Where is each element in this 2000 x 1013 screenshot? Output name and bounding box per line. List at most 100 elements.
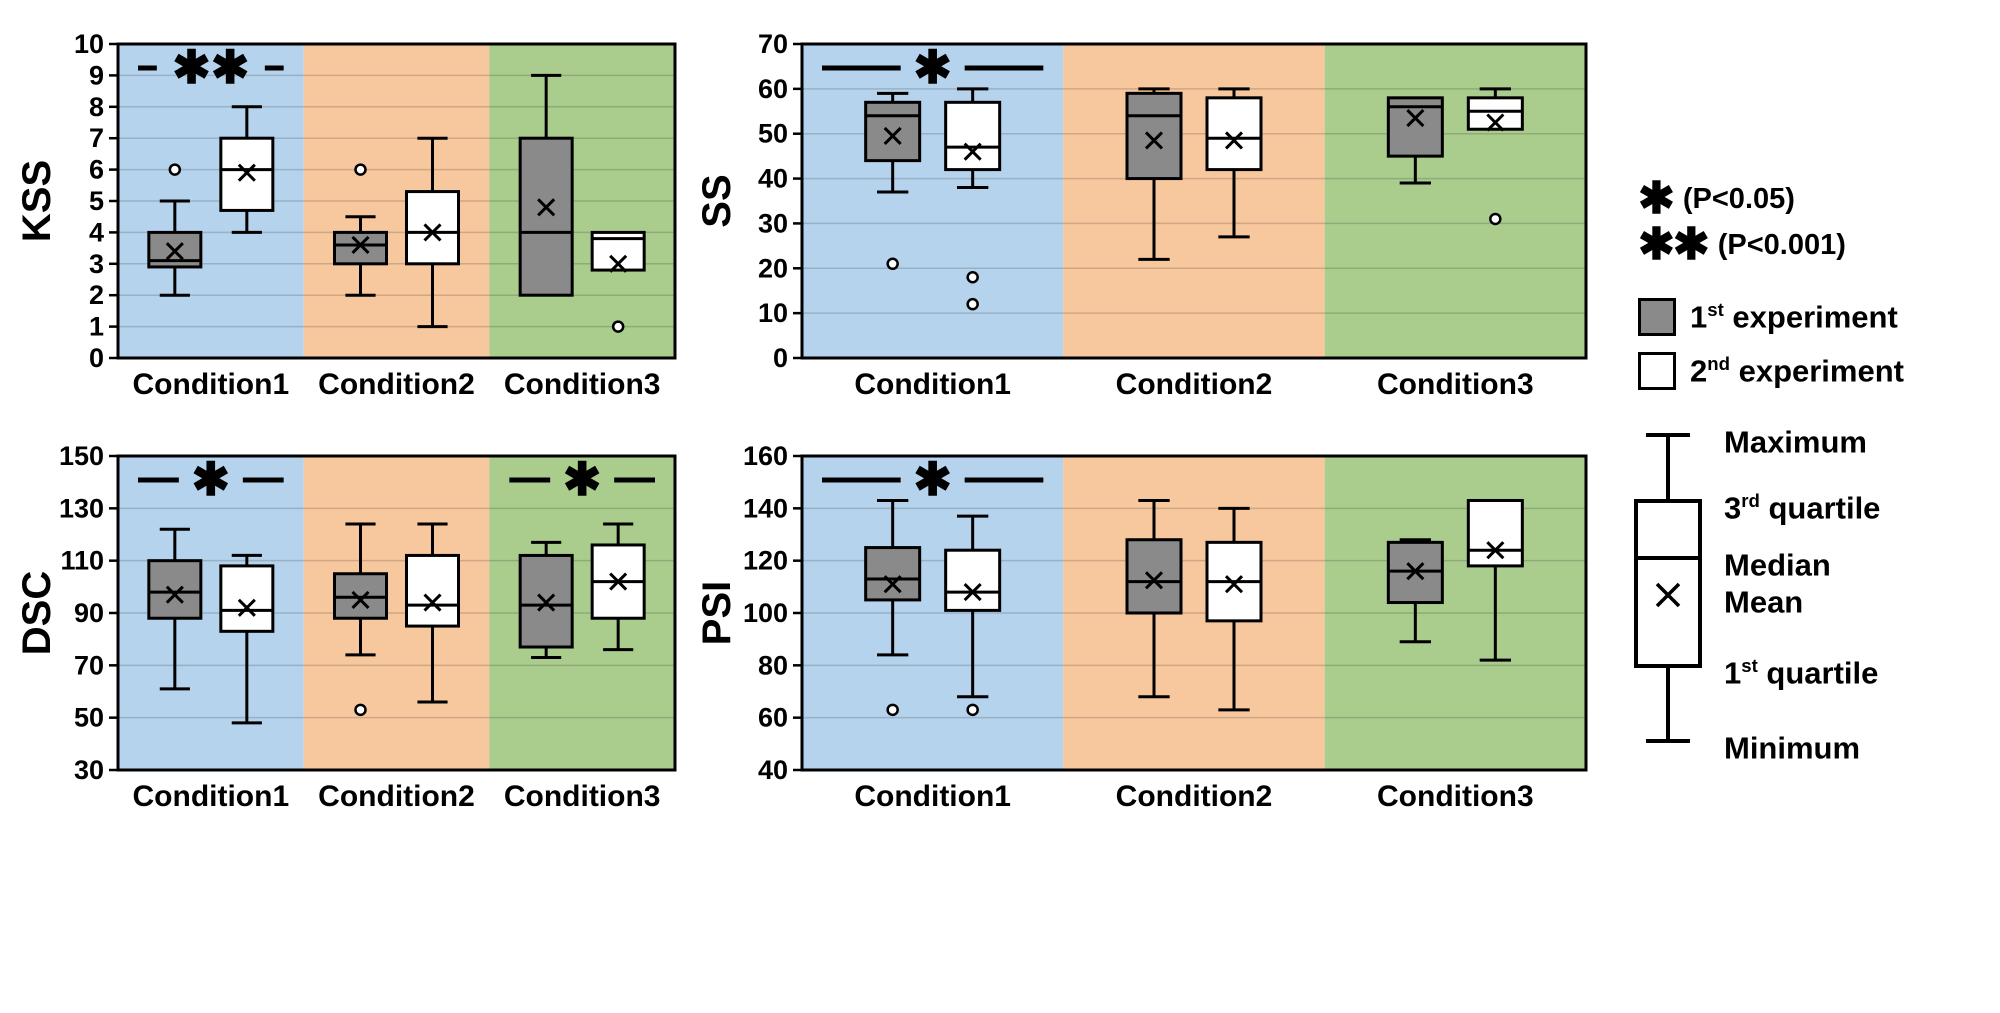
- ss-box-condition2-series1: [1125, 87, 1183, 261]
- svg-text:50: 50: [758, 119, 788, 149]
- ss-box-condition1-series1: [864, 91, 922, 271]
- dsc-box-condition2-series2: [405, 522, 460, 704]
- svg-text:40: 40: [758, 755, 788, 785]
- svg-text:120: 120: [743, 546, 788, 576]
- svg-text:✱: ✱: [913, 453, 952, 505]
- kss-box-condition3-series1: [518, 73, 574, 297]
- svg-text:10: 10: [74, 29, 104, 59]
- svg-text:Condition2: Condition2: [1116, 780, 1273, 813]
- psi-box-condition3-series2: [1466, 498, 1524, 662]
- svg-text:40: 40: [758, 164, 788, 194]
- svg-text:100: 100: [743, 598, 788, 628]
- dsc-box-condition3-series2: [590, 522, 646, 652]
- svg-text:Condition2: Condition2: [318, 368, 475, 401]
- ss-box-condition3-series2: [1466, 87, 1524, 226]
- svg-text:KSS: KSS: [15, 160, 59, 242]
- dsc-box-condition3-series1: [518, 540, 574, 659]
- anatomy-label-minimum: Minimum: [1724, 730, 1861, 766]
- dsc-box-condition1-series2: [219, 553, 275, 725]
- kss-box-condition2-series1: [333, 163, 388, 297]
- svg-text:60: 60: [758, 74, 788, 104]
- svg-text:3: 3: [89, 249, 104, 279]
- experiment-legend: 1st experiment 2nd experiment: [1638, 298, 1904, 390]
- anatomy-label-3rd-quartile: 3rd quartile: [1724, 490, 1881, 526]
- svg-text:5: 5: [89, 186, 104, 216]
- anatomy-mean-x-icon: [1655, 582, 1681, 608]
- svg-text:20: 20: [758, 253, 788, 283]
- double-asterisk-icon: ✱✱: [1638, 220, 1710, 269]
- ss-box-condition1-series2: [944, 87, 1002, 311]
- asterisk-icon: ✱: [1638, 174, 1675, 223]
- svg-text:4: 4: [89, 217, 104, 247]
- svg-text:150: 150: [59, 441, 104, 471]
- svg-text:Condition3: Condition3: [1377, 780, 1534, 813]
- psi-box-condition2-series2: [1205, 506, 1263, 712]
- psi-box-condition1-series1: [864, 498, 922, 717]
- svg-text:Condition1: Condition1: [133, 780, 290, 813]
- svg-text:0: 0: [89, 343, 104, 373]
- sig-row-p005: ✱ (P<0.05): [1638, 176, 1904, 222]
- svg-text:80: 80: [758, 650, 788, 680]
- anatomy-box: [1634, 499, 1702, 668]
- svg-text:140: 140: [743, 493, 788, 523]
- second-experiment-swatch: [1638, 352, 1676, 390]
- kss-box-condition1-series2: [219, 105, 275, 234]
- svg-text:6: 6: [89, 155, 104, 185]
- ss-boxplot-chart: 0 10 20 30 40 50 60 70 Condition1 Condition2 Condi…: [698, 29, 1588, 401]
- svg-text:10: 10: [758, 298, 788, 328]
- svg-text:9: 9: [89, 60, 104, 90]
- svg-text:0: 0: [773, 343, 788, 373]
- anatomy-label-maximum: Maximum: [1724, 424, 1867, 460]
- svg-text:90: 90: [74, 598, 104, 628]
- svg-text:Condition3: Condition3: [504, 780, 661, 813]
- anatomy-label-mean: Mean: [1724, 584, 1804, 620]
- svg-text:Condition1: Condition1: [133, 368, 290, 401]
- svg-text:50: 50: [74, 703, 104, 733]
- first-experiment-label: 1st experiment: [1690, 298, 1898, 335]
- svg-text:Condition3: Condition3: [1377, 368, 1534, 401]
- svg-text:30: 30: [758, 208, 788, 238]
- svg-text:Condition1: Condition1: [854, 368, 1011, 401]
- svg-text:Condition3: Condition3: [504, 368, 661, 401]
- ss-box-condition3-series1: [1386, 96, 1444, 185]
- anatomy-label-1st-quartile: 1st quartile: [1724, 655, 1879, 691]
- sig-row-p0001: ✱✱ (P<0.001): [1638, 222, 1904, 268]
- svg-text:1: 1: [89, 312, 104, 342]
- psi-box-condition3-series1: [1386, 538, 1444, 644]
- significance-legend: ✱ (P<0.05) ✱✱ (P<0.001) 1st experiment 2…: [1638, 176, 1904, 406]
- dsc-boxplot-chart: 30 50 70 90 110 130 150 Condition1 Condition2 Con…: [15, 441, 677, 813]
- kss-box-condition3-series2: [590, 230, 646, 333]
- legend-second-experiment: 2nd experiment: [1638, 352, 1904, 390]
- svg-text:70: 70: [74, 650, 104, 680]
- anatomy-label-median: Median: [1724, 547, 1831, 583]
- boxplot-anatomy-diagram: [1634, 433, 1702, 743]
- psi-box-condition1-series2: [944, 514, 1002, 717]
- dsc-box-condition1-series1: [147, 527, 203, 691]
- kss-box-condition2-series2: [405, 136, 460, 329]
- dsc-box-condition2-series1: [333, 522, 388, 717]
- svg-text:7: 7: [89, 123, 104, 153]
- svg-text:70: 70: [758, 29, 788, 59]
- boxplot-anatomy-legend: Maximum 3rd quartile Median Mean 1st qua…: [1628, 423, 2000, 765]
- svg-text:✱: ✱: [913, 41, 952, 93]
- svg-text:✱✱: ✱✱: [172, 41, 249, 93]
- svg-text:110: 110: [60, 546, 104, 576]
- first-experiment-swatch: [1638, 298, 1676, 336]
- kss-box-condition1-series1: [147, 163, 203, 297]
- svg-text:DSC: DSC: [15, 571, 59, 655]
- svg-text:Condition1: Condition1: [854, 780, 1011, 813]
- psi-boxplot-chart: 40 60 80 100 120 140 160 Condition1 Condition2 Co…: [698, 441, 1588, 813]
- svg-text:160: 160: [743, 441, 788, 471]
- second-experiment-label: 2nd experiment: [1690, 352, 1904, 389]
- svg-text:Condition2: Condition2: [1116, 368, 1273, 401]
- svg-text:Condition2: Condition2: [318, 780, 475, 813]
- svg-text:2: 2: [89, 280, 104, 310]
- svg-text:✱: ✱: [563, 453, 602, 505]
- svg-text:60: 60: [758, 703, 788, 733]
- svg-text:130: 130: [59, 493, 104, 523]
- psi-box-condition2-series1: [1125, 498, 1183, 699]
- svg-text:8: 8: [89, 92, 104, 122]
- svg-text:PSI: PSI: [698, 581, 739, 645]
- svg-text:SS: SS: [698, 174, 739, 227]
